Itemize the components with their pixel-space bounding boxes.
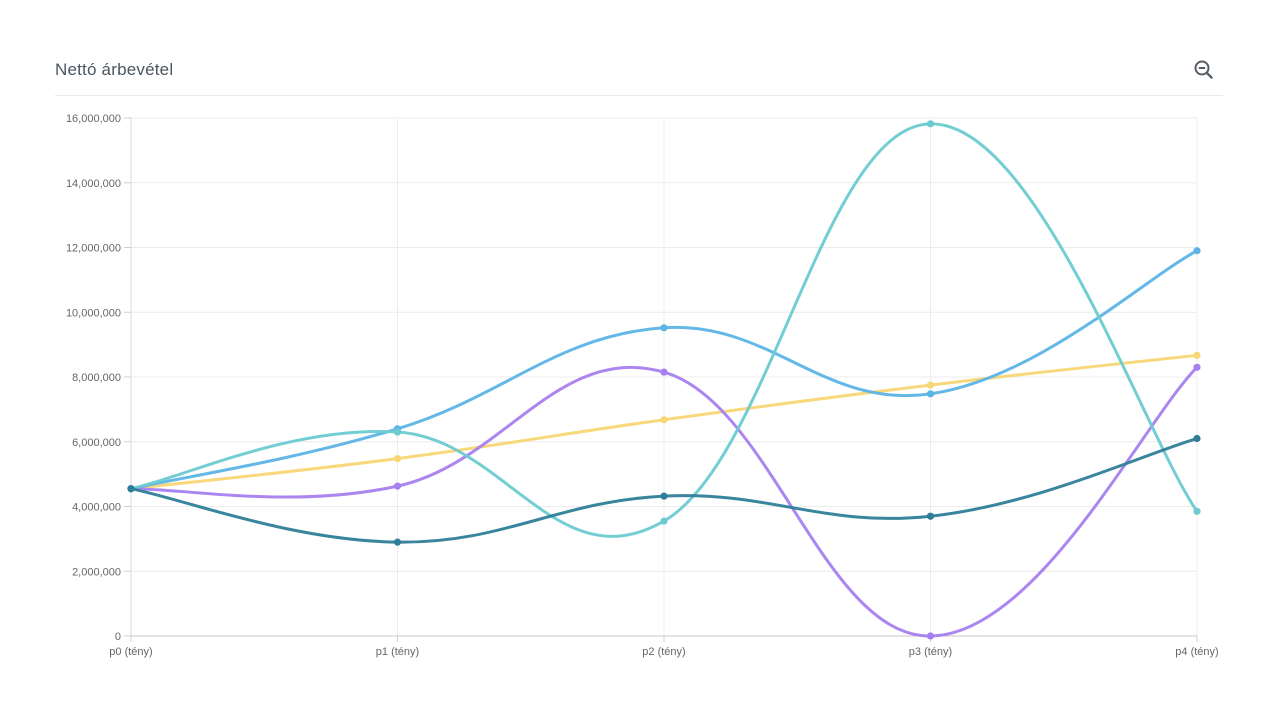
y-tick-label: 14,000,000 bbox=[66, 178, 121, 190]
chart-header: Nettó árbevétel bbox=[55, 50, 1223, 96]
x-tick-label: p2 (tény) bbox=[642, 646, 685, 658]
data-point[interactable] bbox=[926, 512, 935, 520]
data-point[interactable] bbox=[1193, 507, 1201, 515]
x-tick-label: p4 (tény) bbox=[1175, 646, 1218, 658]
y-tick-label: 0 bbox=[115, 631, 121, 643]
data-point[interactable] bbox=[660, 416, 668, 424]
data-point[interactable] bbox=[393, 428, 402, 436]
data-point[interactable] bbox=[1193, 247, 1201, 255]
data-points bbox=[127, 120, 1201, 640]
series-line-3 bbox=[129, 365, 1199, 638]
data-point[interactable] bbox=[127, 485, 135, 493]
data-point[interactable] bbox=[926, 632, 935, 640]
zoom-out-icon bbox=[1194, 60, 1213, 79]
data-point[interactable] bbox=[1193, 363, 1201, 371]
chart-title: Nettó árbevétel bbox=[55, 60, 174, 79]
data-point[interactable] bbox=[660, 324, 668, 332]
x-tick-label: p0 (tény) bbox=[109, 646, 152, 658]
data-point[interactable] bbox=[926, 120, 935, 128]
zoom-out-button[interactable] bbox=[1193, 59, 1215, 81]
data-point[interactable] bbox=[660, 492, 668, 500]
x-tick-label: p1 (tény) bbox=[376, 646, 419, 658]
data-point[interactable] bbox=[1193, 434, 1201, 443]
data-point[interactable] bbox=[660, 517, 668, 525]
y-tick-label: 6,000,000 bbox=[72, 437, 121, 449]
data-point[interactable] bbox=[393, 538, 402, 546]
y-tick-label: 16,000,000 bbox=[66, 113, 121, 125]
y-tick-label: 8,000,000 bbox=[72, 372, 121, 384]
grid bbox=[131, 117, 1198, 636]
x-tick-label: p3 (tény) bbox=[909, 646, 952, 658]
data-point[interactable] bbox=[660, 368, 668, 376]
y-tick-label: 12,000,000 bbox=[66, 243, 121, 255]
data-point[interactable] bbox=[926, 381, 935, 389]
data-point[interactable] bbox=[926, 390, 935, 398]
y-tick-label: 2,000,000 bbox=[72, 566, 121, 578]
data-point[interactable] bbox=[393, 482, 402, 490]
data-point[interactable] bbox=[393, 454, 402, 463]
y-tick-label: 10,000,000 bbox=[66, 307, 121, 319]
axes: 0 2,000,000 4,000,000 6,000,000 8,000,000 10,… bbox=[66, 113, 1219, 658]
y-tick-label: 4,000,000 bbox=[72, 502, 121, 514]
series-line-4 bbox=[129, 122, 1199, 538]
data-point[interactable] bbox=[1193, 351, 1201, 359]
